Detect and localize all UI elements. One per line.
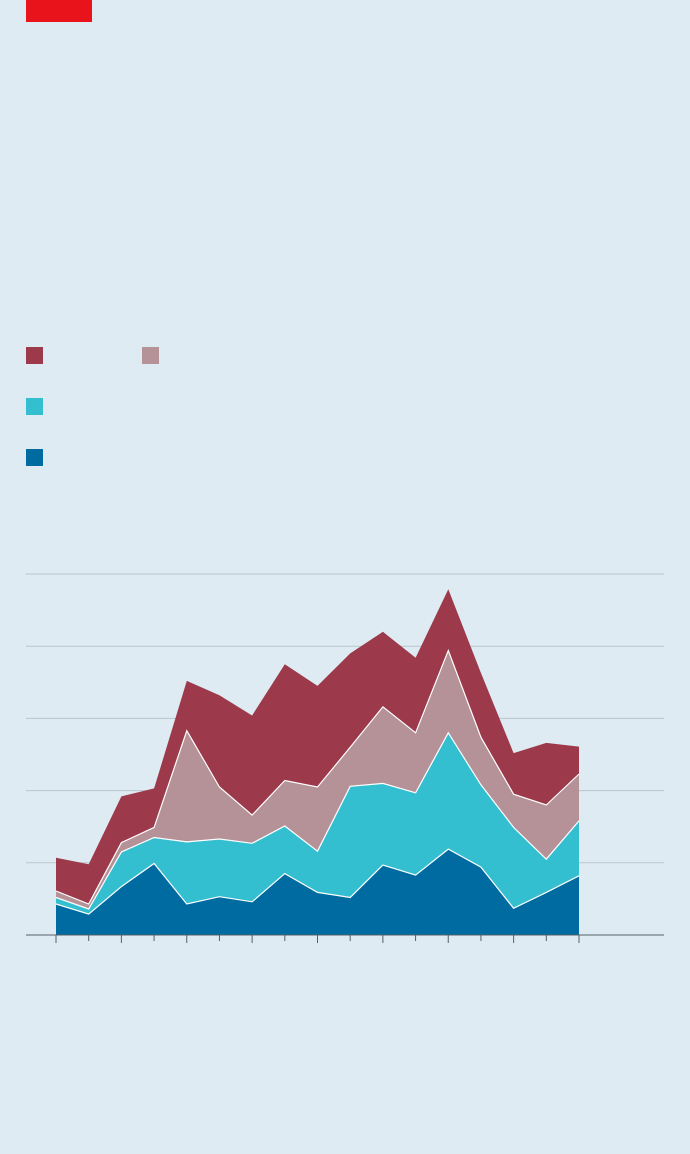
legend-swatch-series-2: [26, 398, 43, 415]
series-divider-2: [55, 731, 580, 910]
legend-swatch-series-3: [142, 347, 159, 364]
series-dividers: [55, 648, 580, 915]
area-series: [56, 589, 579, 935]
brand-bar: [26, 0, 92, 22]
legend-swatch-series-1: [26, 449, 43, 466]
area-series-4: [56, 589, 579, 904]
area-series-3: [56, 650, 579, 909]
x-axis: [26, 934, 664, 943]
area-series-1: [56, 849, 579, 935]
area-series-2: [56, 732, 579, 915]
legend-swatch-series-4: [26, 347, 43, 364]
series-divider-3: [55, 648, 580, 905]
series-divider-1: [55, 848, 580, 915]
